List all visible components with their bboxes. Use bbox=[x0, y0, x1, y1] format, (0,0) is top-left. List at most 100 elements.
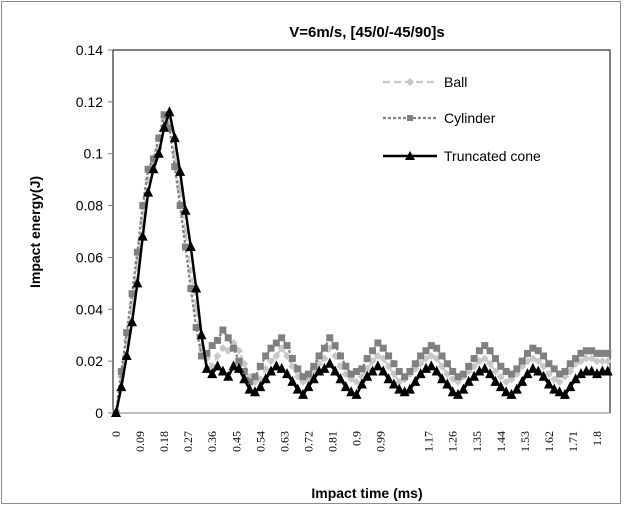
x-tick-label: 1.8 bbox=[590, 431, 604, 446]
data-point bbox=[287, 375, 298, 386]
legend-item: Cylinder bbox=[383, 110, 496, 126]
data-point bbox=[383, 373, 394, 384]
data-point bbox=[582, 347, 590, 355]
x-tick-label: 0.36 bbox=[205, 431, 219, 452]
data-point bbox=[260, 373, 271, 384]
data-point bbox=[244, 383, 255, 394]
data-point bbox=[426, 360, 437, 371]
data-point bbox=[132, 277, 143, 288]
data-point bbox=[249, 386, 260, 397]
x-tick-label: 0.18 bbox=[157, 431, 171, 452]
legend-label: Ball bbox=[444, 74, 467, 90]
data-point bbox=[198, 352, 206, 360]
chart-title: V=6m/s, [45/0/-45/90]s bbox=[289, 24, 445, 41]
data-point bbox=[534, 347, 542, 355]
data-point bbox=[240, 368, 248, 376]
data-point bbox=[395, 368, 403, 376]
x-axis-title: Impact time (ms) bbox=[311, 485, 422, 501]
x-tick-label: 0.81 bbox=[325, 431, 339, 452]
data-point bbox=[575, 368, 586, 379]
data-point bbox=[427, 342, 435, 350]
data-point bbox=[588, 347, 596, 355]
x-tick-label: 0.45 bbox=[229, 431, 243, 452]
data-point bbox=[533, 365, 544, 376]
data-point bbox=[437, 373, 448, 384]
data-point bbox=[411, 360, 419, 368]
data-point bbox=[149, 155, 157, 163]
data-point bbox=[123, 329, 131, 337]
data-point bbox=[208, 342, 216, 350]
data-point bbox=[401, 373, 409, 381]
data-point bbox=[239, 373, 250, 384]
data-point bbox=[192, 323, 200, 331]
data-point bbox=[139, 202, 147, 210]
data-point bbox=[501, 386, 512, 397]
x-tick-label: 1.44 bbox=[494, 431, 508, 452]
data-point bbox=[507, 370, 515, 378]
data-point bbox=[593, 357, 601, 366]
y-axis: 0 0.02 0.04 0.06 0.08 0.1 0.12 0.14 bbox=[76, 42, 113, 421]
x-tick-label: 1.35 bbox=[470, 431, 484, 452]
data-point bbox=[518, 357, 526, 365]
data-point bbox=[566, 360, 574, 368]
data-point bbox=[513, 365, 521, 373]
data-point bbox=[540, 352, 548, 360]
legend: Ball Cylinder Truncated cone bbox=[383, 74, 541, 164]
data-point bbox=[565, 381, 576, 392]
x-axis: 0 0.09 0.18 0.27 0.36 0.45 0.54 0.63 0.72 0.81 0.9… bbox=[109, 412, 610, 452]
series-truncated-cone bbox=[111, 106, 613, 417]
data-point bbox=[480, 354, 489, 363]
data-point bbox=[155, 134, 163, 142]
y-tick-label: 0 bbox=[95, 405, 103, 421]
data-point bbox=[187, 285, 195, 293]
data-point bbox=[315, 352, 323, 360]
data-point bbox=[331, 342, 339, 350]
data-point bbox=[176, 202, 184, 210]
data-point bbox=[228, 360, 239, 371]
x-tick-label: 0.27 bbox=[181, 431, 195, 452]
data-point bbox=[233, 362, 244, 373]
data-point bbox=[294, 365, 302, 373]
data-point bbox=[442, 378, 453, 389]
data-point bbox=[324, 357, 335, 368]
data-point bbox=[336, 352, 344, 360]
legend-marker bbox=[406, 78, 414, 86]
data-point bbox=[219, 326, 227, 334]
data-point bbox=[201, 362, 212, 373]
data-point bbox=[404, 383, 415, 394]
data-point bbox=[410, 375, 421, 386]
data-point bbox=[340, 381, 351, 392]
x-tick-label: 1.62 bbox=[542, 431, 556, 452]
x-tick-label: 1.71 bbox=[566, 431, 580, 452]
data-point bbox=[485, 368, 496, 379]
data-point bbox=[550, 365, 558, 373]
data-point bbox=[543, 378, 554, 389]
data-point bbox=[185, 241, 196, 252]
data-point bbox=[570, 373, 581, 384]
data-point bbox=[415, 368, 426, 379]
data-point bbox=[335, 373, 346, 384]
y-tick-label: 0.08 bbox=[76, 198, 103, 214]
data-point bbox=[255, 381, 266, 392]
data-point bbox=[111, 407, 121, 417]
data-point bbox=[527, 362, 538, 373]
data-point bbox=[593, 349, 601, 357]
y-tick-label: 0.04 bbox=[76, 301, 103, 317]
data-point bbox=[203, 349, 211, 357]
data-point bbox=[586, 365, 597, 376]
y-tick-label: 0.12 bbox=[76, 94, 103, 110]
data-point bbox=[272, 351, 281, 360]
series-layer bbox=[111, 106, 613, 417]
data-point bbox=[479, 362, 490, 373]
data-point bbox=[475, 347, 483, 355]
data-point bbox=[453, 388, 464, 399]
data-point bbox=[538, 370, 549, 381]
data-point bbox=[207, 368, 218, 379]
data-point bbox=[486, 347, 494, 355]
series-cylinder bbox=[112, 111, 612, 417]
data-point bbox=[278, 334, 286, 342]
y-tick-label: 0.14 bbox=[76, 42, 103, 58]
data-point bbox=[561, 368, 569, 376]
data-point bbox=[443, 360, 451, 368]
data-point bbox=[378, 365, 389, 376]
